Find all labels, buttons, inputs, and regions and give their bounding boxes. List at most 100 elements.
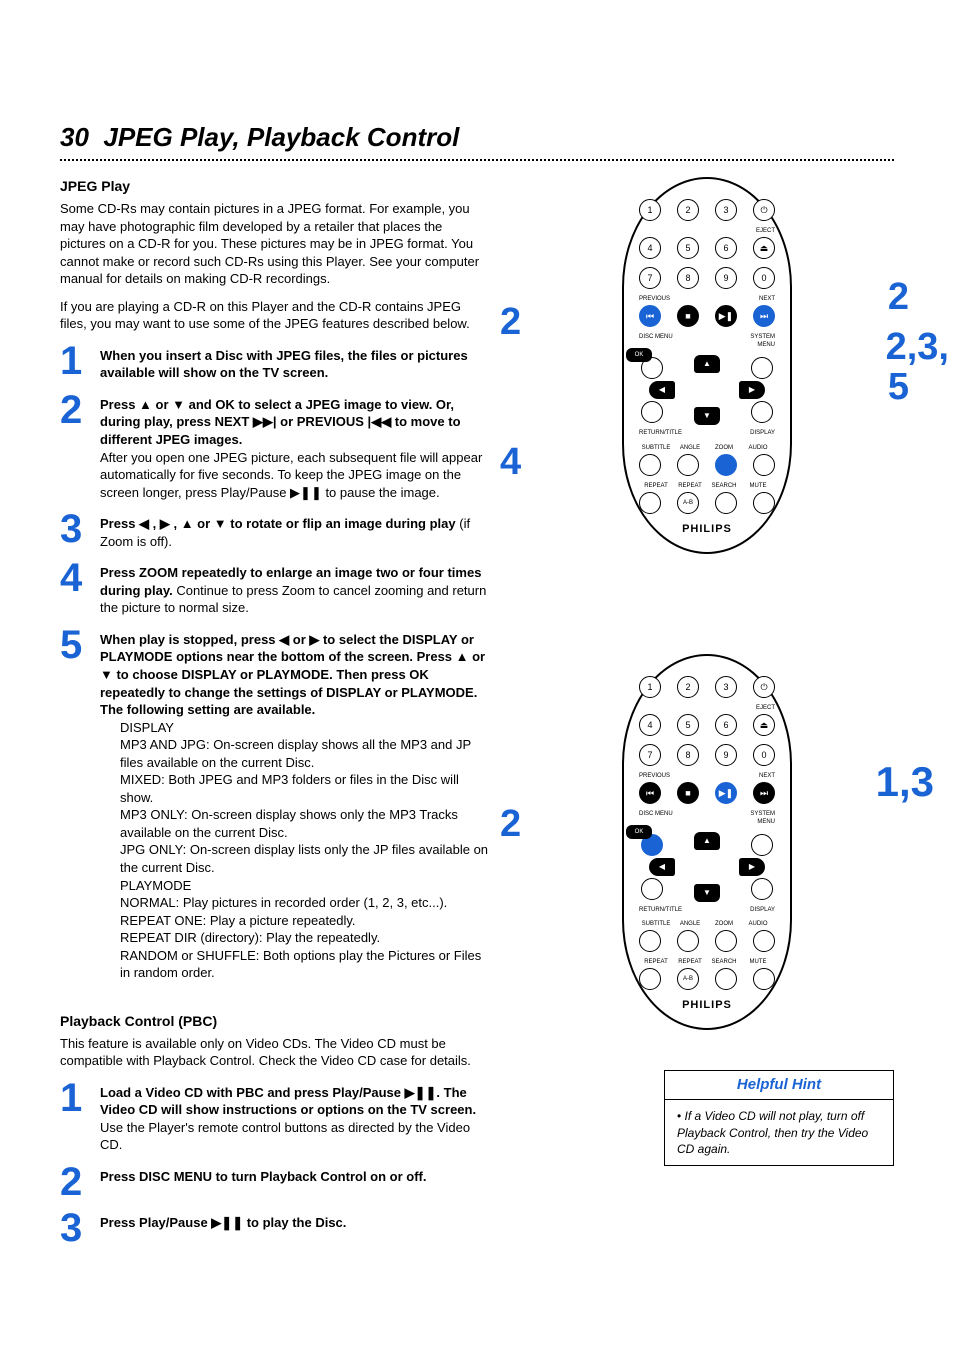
btn-4: 4	[639, 714, 661, 736]
step-number: 2	[60, 392, 100, 428]
btn-repeat-ab: A-B	[677, 492, 699, 514]
btn-repeat	[639, 492, 661, 514]
label-subtitle: SUBTITLE	[639, 920, 673, 928]
step-text: When you insert a Disc with JPEG files, …	[100, 348, 468, 381]
dpad: ▲ ▼ ◀ ▶ OK	[639, 355, 775, 425]
btn-5: 5	[677, 714, 699, 736]
jpeg-step-2: 2 Press ▲ or ▼ and OK to select a JPEG i…	[60, 392, 490, 501]
label-previous: PREVIOUS	[639, 295, 673, 303]
label-discmenu: DISC MENU	[639, 333, 673, 349]
brand-logo: PHILIPS	[639, 522, 775, 537]
btn-audio	[753, 930, 775, 952]
label-repeatab: REPEAT	[673, 482, 707, 490]
btn-6: 6	[715, 714, 737, 736]
label-angle: ANGLE	[673, 444, 707, 452]
btn-next: ⏭	[753, 782, 775, 804]
btn-returntitle	[641, 401, 663, 423]
label-next: NEXT	[741, 295, 775, 303]
btn-9: 9	[715, 744, 737, 766]
label-discmenu: DISC MENU	[639, 810, 673, 826]
btn-stop: ■	[677, 782, 699, 804]
label-subtitle: SUBTITLE	[639, 444, 673, 452]
hint-title: Helpful Hint	[665, 1071, 893, 1100]
hint-item: If a Video CD will not play, turn off Pl…	[677, 1108, 881, 1157]
callout-5-right: 5	[888, 362, 909, 413]
btn-4: 4	[639, 237, 661, 259]
callout-2-left: 2	[500, 297, 521, 348]
btn-0: 0	[753, 744, 775, 766]
btn-3: 3	[715, 676, 737, 698]
label-zoom: ZOOM	[707, 920, 741, 928]
jpeg-step-4: 4 Press ZOOM repeatedly to enlarge an im…	[60, 560, 490, 617]
title-divider	[60, 159, 894, 161]
btn-zoom	[715, 930, 737, 952]
jpeg-step-3: 3 Press ◀ , ▶ , ▲ or ▼ to rotate or flip…	[60, 511, 490, 550]
display-opt: JPG ONLY: On-screen display lists only t…	[120, 841, 490, 876]
label-mute: MUTE	[741, 482, 775, 490]
step-text: Press DISC MENU to turn Playback Control…	[100, 1169, 426, 1184]
step-text-bold: Load a Video CD with PBC and press Play/…	[100, 1085, 476, 1118]
btn-7: 7	[639, 744, 661, 766]
playmode-opt: RANDOM or SHUFFLE: Both options play the…	[120, 947, 490, 982]
btn-7: 7	[639, 267, 661, 289]
btn-ok: OK	[626, 825, 652, 839]
btn-2: 2	[677, 199, 699, 221]
display-opt: MP3 AND JPG: On-screen display shows all…	[120, 736, 490, 771]
btn-left: ◀	[649, 858, 675, 876]
brand-logo: PHILIPS	[639, 998, 775, 1013]
remote-outline: 1 2 3 ⏻ EJECT 4 5 6 ⏏ 7 8 9 0	[622, 654, 792, 1031]
label-search: SEARCH	[707, 482, 741, 490]
step-text-bold: When play is stopped, press ◀ or ▶ to se…	[100, 632, 485, 717]
btn-playpause: ▶❚	[715, 782, 737, 804]
btn-1: 1	[639, 199, 661, 221]
btn-search	[715, 968, 737, 990]
btn-2: 2	[677, 676, 699, 698]
step-text: After you open one JPEG picture, each su…	[100, 450, 482, 500]
btn-1: 1	[639, 676, 661, 698]
btn-display	[751, 401, 773, 423]
jpeg-intro-1: Some CD-Rs may contain pictures in a JPE…	[60, 200, 490, 288]
label-next: NEXT	[741, 772, 775, 780]
btn-3: 3	[715, 199, 737, 221]
step-number: 1	[60, 1080, 100, 1116]
btn-next: ⏭	[753, 305, 775, 327]
step-number: 3	[60, 1210, 100, 1246]
step-text-bold: Press ▲ or ▼ and OK to select a JPEG ima…	[100, 397, 461, 447]
btn-down: ▼	[694, 407, 720, 425]
display-opt: MIXED: Both JPEG and MP3 folders or file…	[120, 771, 490, 806]
label-zoom: ZOOM	[707, 444, 741, 452]
callout-13-right: 1,3	[876, 754, 934, 811]
btn-repeat	[639, 968, 661, 990]
btn-subtitle	[639, 930, 661, 952]
step-number: 4	[60, 560, 100, 596]
btn-angle	[677, 454, 699, 476]
label-audio: AUDIO	[741, 444, 775, 452]
label-systemmenu: SYSTEM MENU	[741, 810, 775, 826]
btn-8: 8	[677, 267, 699, 289]
page-number: 30	[60, 122, 89, 152]
btn-8: 8	[677, 744, 699, 766]
btn-ok: OK	[626, 348, 652, 362]
btn-right: ▶	[739, 381, 765, 399]
btn-mute	[753, 968, 775, 990]
step-text: Press Play/Pause ▶❚❚ to play the Disc.	[100, 1215, 346, 1230]
jpeg-intro-2: If you are playing a CD-R on this Player…	[60, 298, 490, 333]
callout-2-left: 2	[500, 799, 521, 850]
btn-up: ▲	[694, 832, 720, 850]
pbc-intro: This feature is available only on Video …	[60, 1035, 490, 1070]
jpeg-step-5: 5 When play is stopped, press ◀ or ▶ to …	[60, 627, 490, 982]
jpeg-heading: JPEG Play	[60, 177, 490, 196]
playmode-label: PLAYMODE	[120, 877, 490, 895]
label-angle: ANGLE	[673, 920, 707, 928]
btn-angle	[677, 930, 699, 952]
btn-audio	[753, 454, 775, 476]
btn-systemmenu	[751, 357, 773, 379]
btn-down: ▼	[694, 884, 720, 902]
btn-right: ▶	[739, 858, 765, 876]
label-eject: EJECT	[741, 227, 775, 235]
label-systemmenu: SYSTEM MENU	[741, 333, 775, 349]
dpad: ▲ ▼ ◀ ▶ OK	[639, 832, 775, 902]
remote-diagram-2: 2 1,3 1 2 3 ⏻ EJECT 4 5 6 ⏏ 7 8	[520, 654, 894, 1031]
step-number: 2	[60, 1164, 100, 1200]
step-number: 5	[60, 627, 100, 663]
